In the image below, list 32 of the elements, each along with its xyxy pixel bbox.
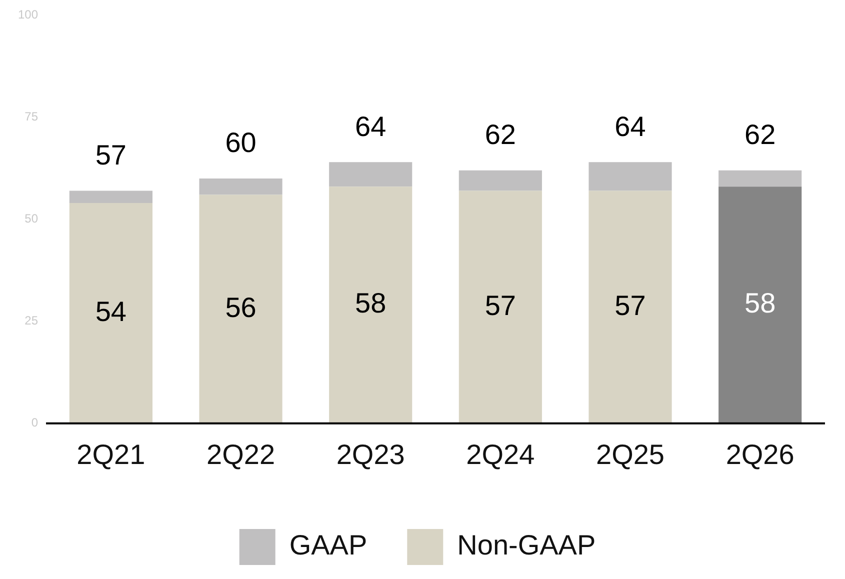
total-label: 60 — [225, 127, 256, 158]
total-label: 62 — [484, 119, 516, 150]
bar — [588, 190, 672, 424]
bar — [69, 190, 152, 203]
data-label: 57 — [484, 290, 516, 321]
total-label: 64 — [355, 110, 386, 142]
data-label: 58 — [744, 288, 776, 319]
x-tick-label: 2Q22 — [206, 438, 276, 470]
bar — [458, 190, 542, 424]
bar — [588, 162, 672, 191]
total-label: 64 — [614, 110, 646, 142]
bar — [329, 186, 412, 424]
x-tick-label: 2Q23 — [336, 438, 405, 470]
x-tick-label: 2Q24 — [466, 438, 535, 470]
x-tick-label: 2Q26 — [726, 438, 794, 470]
bar — [329, 162, 412, 187]
x-tick-label: 2Q21 — [76, 438, 146, 470]
bar — [199, 178, 282, 195]
total-label: 57 — [95, 139, 127, 170]
total-label: 62 — [744, 119, 776, 150]
data-label: 54 — [95, 296, 127, 327]
data-label: 57 — [614, 290, 646, 321]
bar — [199, 194, 282, 424]
legend-label: GAAP — [289, 530, 368, 561]
data-label: 58 — [355, 288, 386, 319]
x-tick-label: 2Q25 — [596, 438, 665, 470]
bar — [458, 170, 542, 191]
data-label: 56 — [225, 292, 256, 323]
legend-label: Non-GAAP — [457, 530, 596, 561]
bar — [718, 170, 802, 187]
bar — [69, 202, 152, 424]
bar — [718, 186, 802, 424]
